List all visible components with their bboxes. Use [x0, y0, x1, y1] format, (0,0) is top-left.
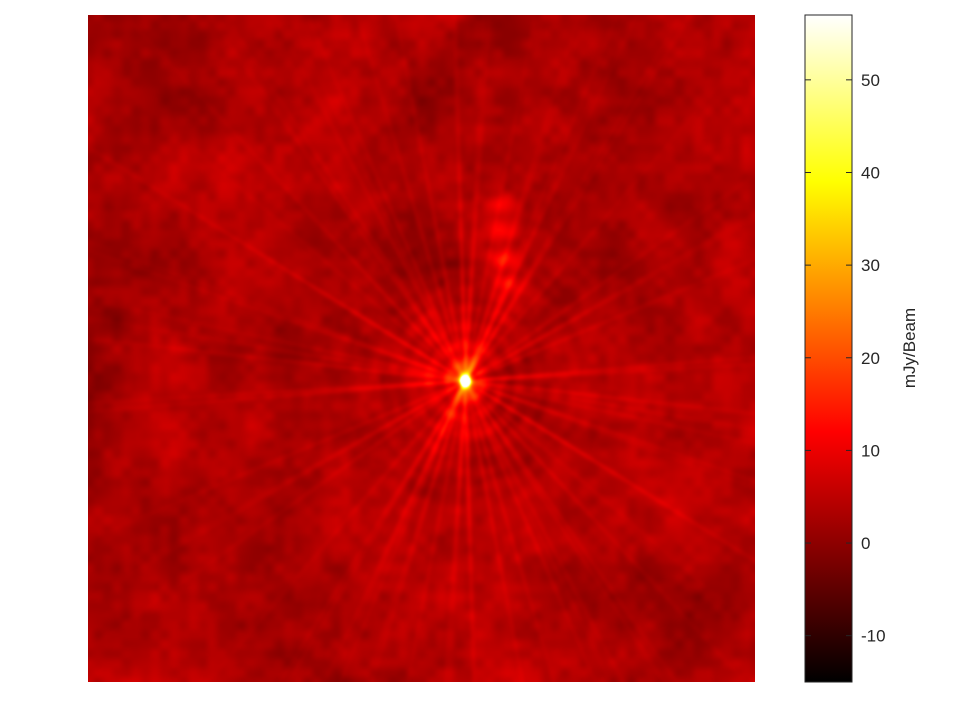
colorbar-tick-label: 50 [861, 71, 880, 90]
colorbar-tick-label: 10 [861, 441, 880, 460]
colorbar-tick-label: 20 [861, 349, 880, 368]
colorbar-label: mJy/Beam [900, 308, 919, 388]
colorbar-tick-label: 40 [861, 163, 880, 182]
colorbar-ticks: 50 40 30 20 10 0 -10 [805, 71, 886, 646]
colorbar-tick-label: -10 [861, 627, 886, 646]
colorbar-tick-label: 30 [861, 256, 880, 275]
colorbar-gradient [804, 14, 853, 683]
colorbar-tick-label: 0 [861, 534, 870, 553]
heatmap-image [88, 15, 755, 682]
